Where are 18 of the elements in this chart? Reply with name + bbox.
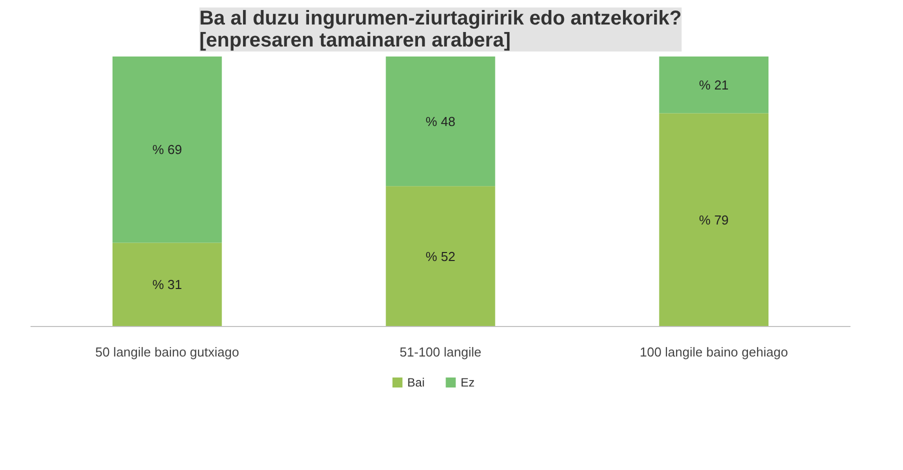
bar: [386, 186, 496, 326]
data-label: % 52: [426, 248, 456, 264]
x-tick-label: 50 langile baino gutxiago: [95, 344, 240, 360]
x-tick-label: 100 langile baino gehiago: [640, 344, 788, 360]
data-label: % 21: [699, 77, 729, 92]
legend-label: Bai: [407, 376, 425, 390]
x-tick-label: 51-100 langile: [400, 344, 482, 360]
data-label: % 79: [699, 212, 729, 228]
bar: [659, 113, 768, 326]
bar: [112, 242, 222, 326]
chart-title: Ba al duzu ingurumen-ziurtagiririk edo antzekorik? [enpresaren tamainaren arabera]: [199, 8, 682, 52]
data-label: % 31: [152, 277, 182, 292]
bar: [112, 56, 222, 243]
legend-label: Ez: [460, 376, 475, 390]
data-label: % 48: [426, 114, 456, 129]
bar: [659, 56, 768, 114]
bar: [386, 56, 496, 186]
data-label: % 69: [152, 142, 182, 158]
